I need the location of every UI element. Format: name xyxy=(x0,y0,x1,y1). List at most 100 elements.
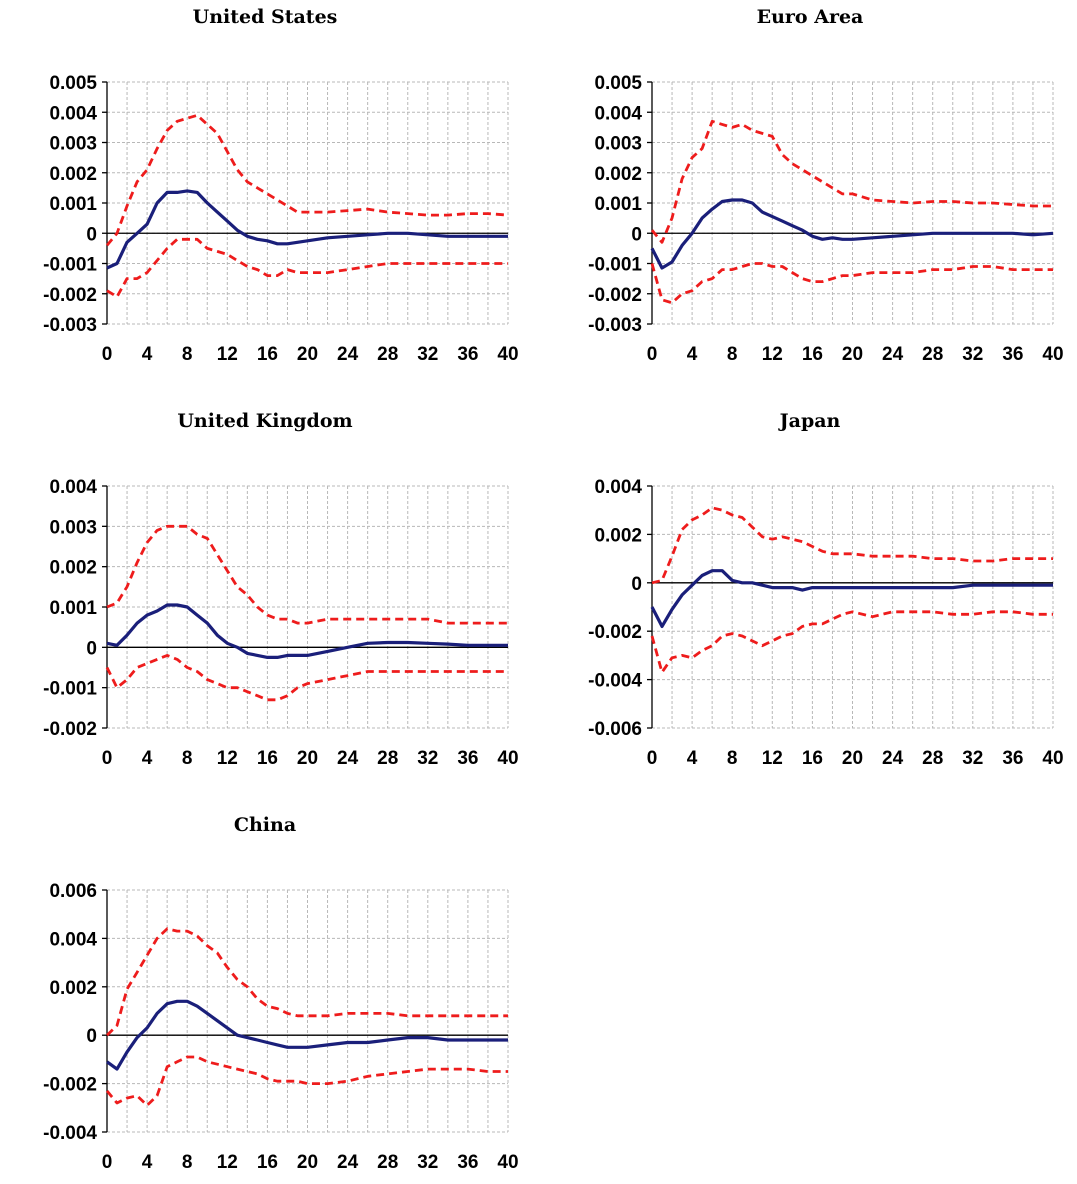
x-tick-label: 16 xyxy=(802,748,823,769)
series-lower-band-line xyxy=(105,653,508,702)
y-tick-label: -0.004 xyxy=(588,671,642,692)
y-tick-label: 0.004 xyxy=(594,103,642,124)
y-tick-label: 0.001 xyxy=(49,598,97,619)
x-tick-label: 40 xyxy=(497,748,518,769)
panel-euro-area: Euro Area 0.005 0.004 0.003 0.002 0.001 0 -0.0… xyxy=(545,6,1075,376)
x-tick-label: 16 xyxy=(257,344,278,365)
series-upper-band-line xyxy=(651,506,1053,585)
series-lower-band-line xyxy=(106,237,508,299)
x-tick-label: 20 xyxy=(842,344,863,365)
x-tick-label: 36 xyxy=(457,748,478,769)
x-tick-label: 20 xyxy=(297,344,318,365)
x-tick-label: 32 xyxy=(417,748,438,769)
series-lower-band-line xyxy=(650,610,1053,674)
chart-title: Euro Area xyxy=(756,6,864,28)
y-tick-label: -0.002 xyxy=(43,1075,97,1096)
series-upper-band-line xyxy=(650,119,1053,244)
panel-united-kingdom: United Kingdom 0.004 0.003 0.002 0.001 0 -0.0… xyxy=(0,410,530,780)
x-tick-label: 4 xyxy=(142,344,153,365)
x-tick-label: 40 xyxy=(1042,748,1063,769)
y-tick-label: 0.006 xyxy=(49,881,97,902)
panel-china: China 0.006 0.004 0.002 0 -0.002 -0.004 0 4 8 12 1… xyxy=(0,814,530,1184)
y-tick-label: 0 xyxy=(86,638,97,659)
x-tick-label: 4 xyxy=(687,748,698,769)
x-tick-label: 0 xyxy=(102,748,113,769)
chart-title: Japan xyxy=(779,410,841,432)
y-tick-label: -0.003 xyxy=(43,315,97,336)
x-tick-label: 40 xyxy=(497,1152,518,1173)
x-tick-label: 4 xyxy=(687,344,698,365)
chart-title: China xyxy=(233,814,297,836)
y-tick-label: 0.002 xyxy=(49,558,97,579)
y-tick-label: -0.004 xyxy=(43,1123,97,1144)
x-tick-label: 4 xyxy=(142,748,153,769)
y-tick-label: 0.001 xyxy=(594,194,642,215)
series-upper-band-line xyxy=(105,113,509,247)
x-tick-label: 12 xyxy=(762,344,783,365)
y-tick-label: 0.004 xyxy=(49,929,97,950)
y-tick-label: 0 xyxy=(631,574,642,595)
y-tick-label: 0 xyxy=(86,224,97,245)
x-tick-label: 36 xyxy=(1002,344,1023,365)
y-tick-label: 0.002 xyxy=(594,525,642,546)
y-tick-label: 0 xyxy=(631,224,642,245)
x-tick-label: 32 xyxy=(417,1152,438,1173)
y-tick-label: -0.001 xyxy=(43,255,97,276)
x-tick-label: 8 xyxy=(727,344,738,365)
series-lower-band-line xyxy=(650,262,1053,305)
x-tick-label: 12 xyxy=(762,748,783,769)
chart-plot: 0.005 0.004 0.003 0.002 0.001 0 -0.001 -0.002 -0… xyxy=(43,73,518,365)
x-tick-label: 24 xyxy=(882,748,904,769)
x-tick-label: 8 xyxy=(182,344,193,365)
x-tick-label: 4 xyxy=(142,1152,153,1173)
x-tick-label: 12 xyxy=(217,1152,238,1173)
x-tick-label: 32 xyxy=(962,748,983,769)
x-tick-label: 20 xyxy=(297,1152,318,1173)
series-lower-band-line xyxy=(105,1055,508,1107)
chart-title: United States xyxy=(192,6,338,28)
x-tick-label: 36 xyxy=(1002,748,1023,769)
y-tick-label: -0.006 xyxy=(588,719,642,740)
x-tick-label: 28 xyxy=(922,344,943,365)
x-tick-label: 12 xyxy=(217,344,238,365)
x-tick-label: 20 xyxy=(297,748,318,769)
x-tick-label: 8 xyxy=(727,748,738,769)
y-tick-label: 0.004 xyxy=(49,477,97,498)
x-tick-label: 8 xyxy=(182,748,193,769)
y-tick-label: -0.002 xyxy=(588,285,642,306)
series-upper-band-line xyxy=(106,524,508,625)
y-tick-label: -0.001 xyxy=(588,255,642,276)
series-median-line xyxy=(106,603,508,659)
x-tick-label: 40 xyxy=(1042,344,1063,365)
y-tick-label: -0.003 xyxy=(588,315,642,336)
x-tick-label: 24 xyxy=(337,748,359,769)
x-tick-label: 0 xyxy=(102,344,113,365)
x-tick-label: 24 xyxy=(337,344,359,365)
y-tick-label: 0 xyxy=(86,1026,97,1047)
x-tick-label: 36 xyxy=(457,344,478,365)
x-tick-label: 16 xyxy=(257,748,278,769)
y-tick-label: -0.002 xyxy=(588,622,642,643)
y-tick-label: 0.003 xyxy=(594,134,642,155)
panel-united-states: United States 0.005 0.004 0.003 0.002 0.001 0… xyxy=(0,6,530,376)
y-tick-label: 0.002 xyxy=(594,164,642,185)
x-tick-label: 32 xyxy=(962,344,983,365)
y-tick-label: -0.002 xyxy=(43,719,97,740)
series-median-line xyxy=(106,189,508,270)
y-tick-label: 0.002 xyxy=(49,978,97,999)
x-tick-label: 0 xyxy=(647,748,658,769)
series-upper-band-line xyxy=(106,927,508,1037)
panel-japan: Japan 0.004 0.002 0 -0.002 -0.004 -0.006 0 4 8 12… xyxy=(545,410,1075,780)
y-tick-label: 0.005 xyxy=(49,73,97,94)
y-tick-label: 0.002 xyxy=(49,164,97,185)
y-tick-label: 0.005 xyxy=(594,73,642,94)
x-tick-label: 28 xyxy=(377,344,398,365)
series-median-line xyxy=(650,569,1053,628)
chart-title: United Kingdom xyxy=(177,410,353,432)
x-tick-label: 24 xyxy=(882,344,904,365)
x-tick-label: 8 xyxy=(182,1152,193,1173)
y-tick-label: 0.001 xyxy=(49,194,97,215)
y-tick-label: 0.004 xyxy=(49,103,97,124)
